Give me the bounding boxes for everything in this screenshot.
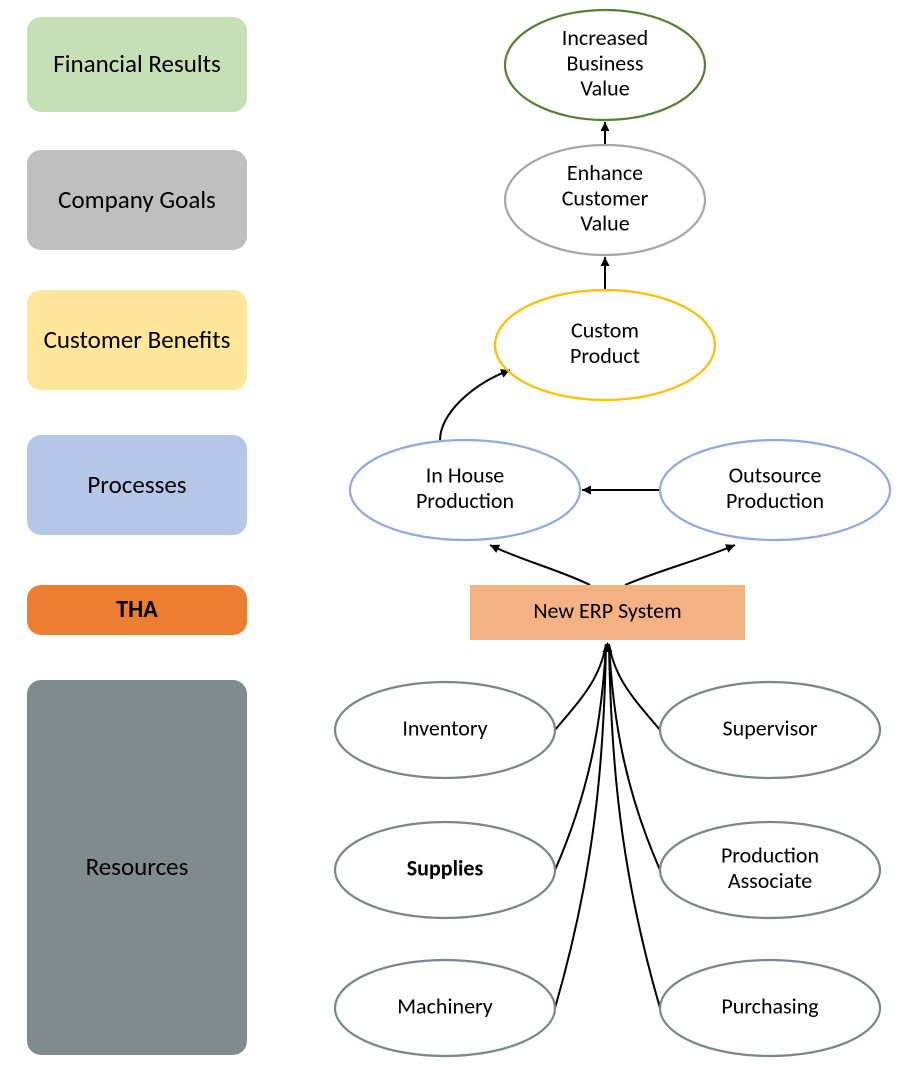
node-machinery: Machinery xyxy=(335,960,555,1056)
node-purchasing: Purchasing xyxy=(660,960,880,1056)
node-erp: New ERP System xyxy=(470,585,745,640)
arrow-prodassoc_to_erp xyxy=(609,644,660,870)
legend-tha: THA xyxy=(27,585,247,635)
legend-company: Company Goals xyxy=(27,150,247,250)
node-label: Custom xyxy=(571,317,639,344)
arrow-enhance_to_increased xyxy=(601,122,610,145)
node-label: Production xyxy=(721,842,819,869)
legend-resources: Resources xyxy=(27,680,247,1055)
legend-label: Financial Results xyxy=(53,50,221,79)
node-custom_product: CustomProduct xyxy=(495,290,715,400)
node-label: Business xyxy=(567,49,644,76)
node-inventory: Inventory xyxy=(335,682,555,778)
node-label: Machinery xyxy=(397,992,493,1019)
legend-processes: Processes xyxy=(27,435,247,535)
node-label: Supervisor xyxy=(723,714,818,741)
arrow-outsource_to_inhouse xyxy=(582,486,660,495)
node-prod_assoc: ProductionAssociate xyxy=(660,822,880,918)
legend-financial: Financial Results xyxy=(27,17,247,112)
node-label: Production xyxy=(416,487,514,514)
node-supervisor: Supervisor xyxy=(660,682,880,778)
node-label: Increased xyxy=(562,24,648,51)
legend-label: Company Goals xyxy=(58,186,216,215)
node-label: Value xyxy=(580,210,629,237)
node-increased_value: IncreasedBusinessValue xyxy=(505,10,705,120)
legend-customer: Customer Benefits xyxy=(27,290,247,390)
arrow-supplies_to_erp xyxy=(555,644,606,870)
legend-label: THA xyxy=(116,596,158,624)
legend-label: Processes xyxy=(87,471,186,500)
node-label: In House xyxy=(426,462,505,489)
arrow-erp_to_outsource xyxy=(625,544,735,585)
legend-label: Customer Benefits xyxy=(44,326,231,355)
node-label: Supplies xyxy=(407,854,484,881)
node-label: New ERP System xyxy=(533,597,681,624)
legend-label: Resources xyxy=(86,853,189,882)
node-label: Customer xyxy=(562,184,649,211)
node-in_house: In HouseProduction xyxy=(350,440,580,540)
arrow-custom_to_enhance xyxy=(601,257,610,290)
arrow-resources_arrowhead xyxy=(603,642,613,652)
node-supplies: Supplies xyxy=(335,822,555,918)
arrow-inhouse_to_custom xyxy=(440,369,510,440)
arrow-erp_to_inhouse xyxy=(490,545,590,585)
node-label: Associate xyxy=(728,867,812,894)
node-label: Product xyxy=(570,342,640,369)
node-label: Production xyxy=(726,487,824,514)
node-enhance_customer: EnhanceCustomerValue xyxy=(505,145,705,255)
node-label: Enhance xyxy=(567,159,643,186)
node-label: Value xyxy=(580,75,629,102)
node-label: Purchasing xyxy=(721,992,818,1019)
node-label: Inventory xyxy=(402,714,487,741)
node-outsource: OutsourceProduction xyxy=(660,440,890,540)
node-label: Outsource xyxy=(729,462,822,489)
